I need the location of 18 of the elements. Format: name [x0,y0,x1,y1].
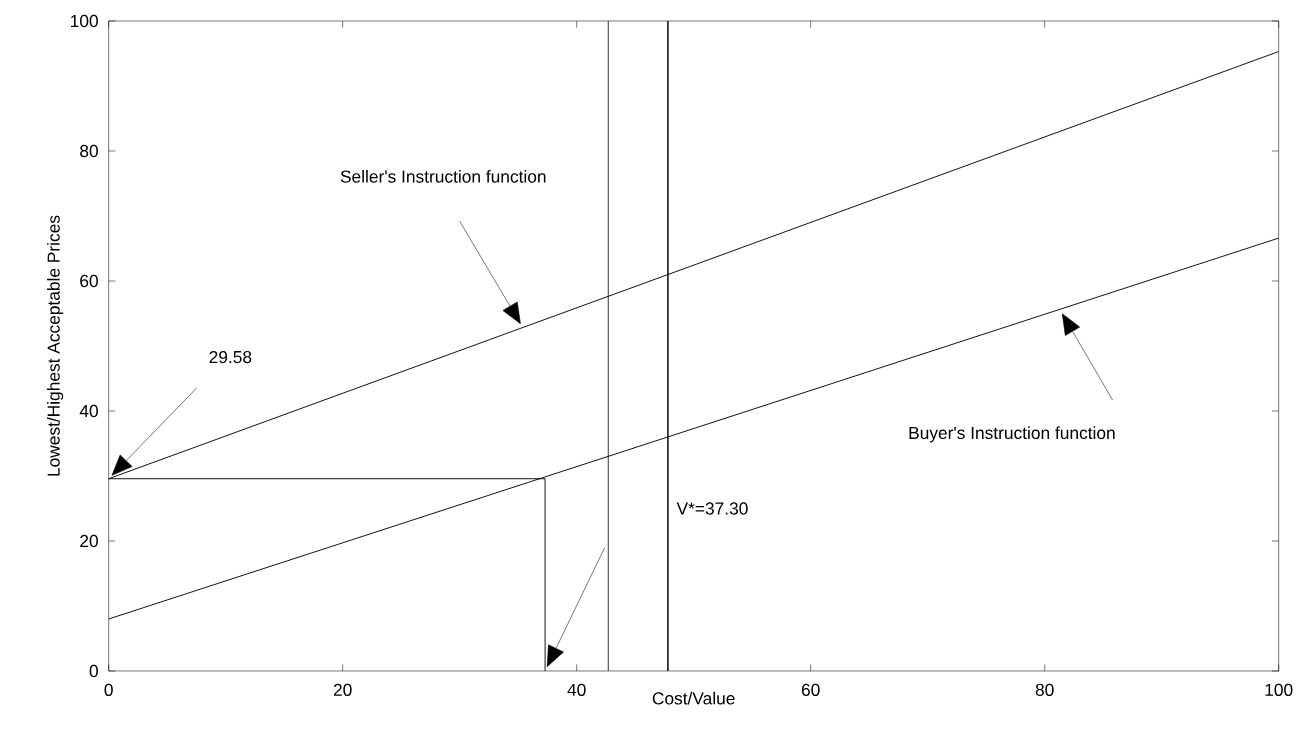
y-tick-label: 60 [80,274,98,288]
y-tick-label: 0 [89,664,98,678]
y-tick-label: 40 [79,404,98,418]
y-tick-label: 20 [80,534,98,548]
annotation: 29.58 [209,350,252,364]
x-tick-label: 40 [567,683,586,696]
x-tick-label: 100 [1265,683,1293,696]
x-tick-label: 80 [1035,683,1054,696]
x-tick-label: 60 [801,683,820,696]
annotation: Seller's Instruction function [340,169,546,183]
y-axis-title: Lowest/Highest Acceptable Prices [47,215,64,476]
x-tick-label: 20 [333,683,352,696]
annotation: V*=37.30 [676,502,748,515]
annotation: Buyer's Instruction function [909,426,1115,443]
y-tick-label: 80 [80,144,98,158]
x-axis-title: Cost/Value [652,691,735,705]
y-tick-label: 100 [71,14,98,28]
x-tick-label: 0 [104,683,113,696]
